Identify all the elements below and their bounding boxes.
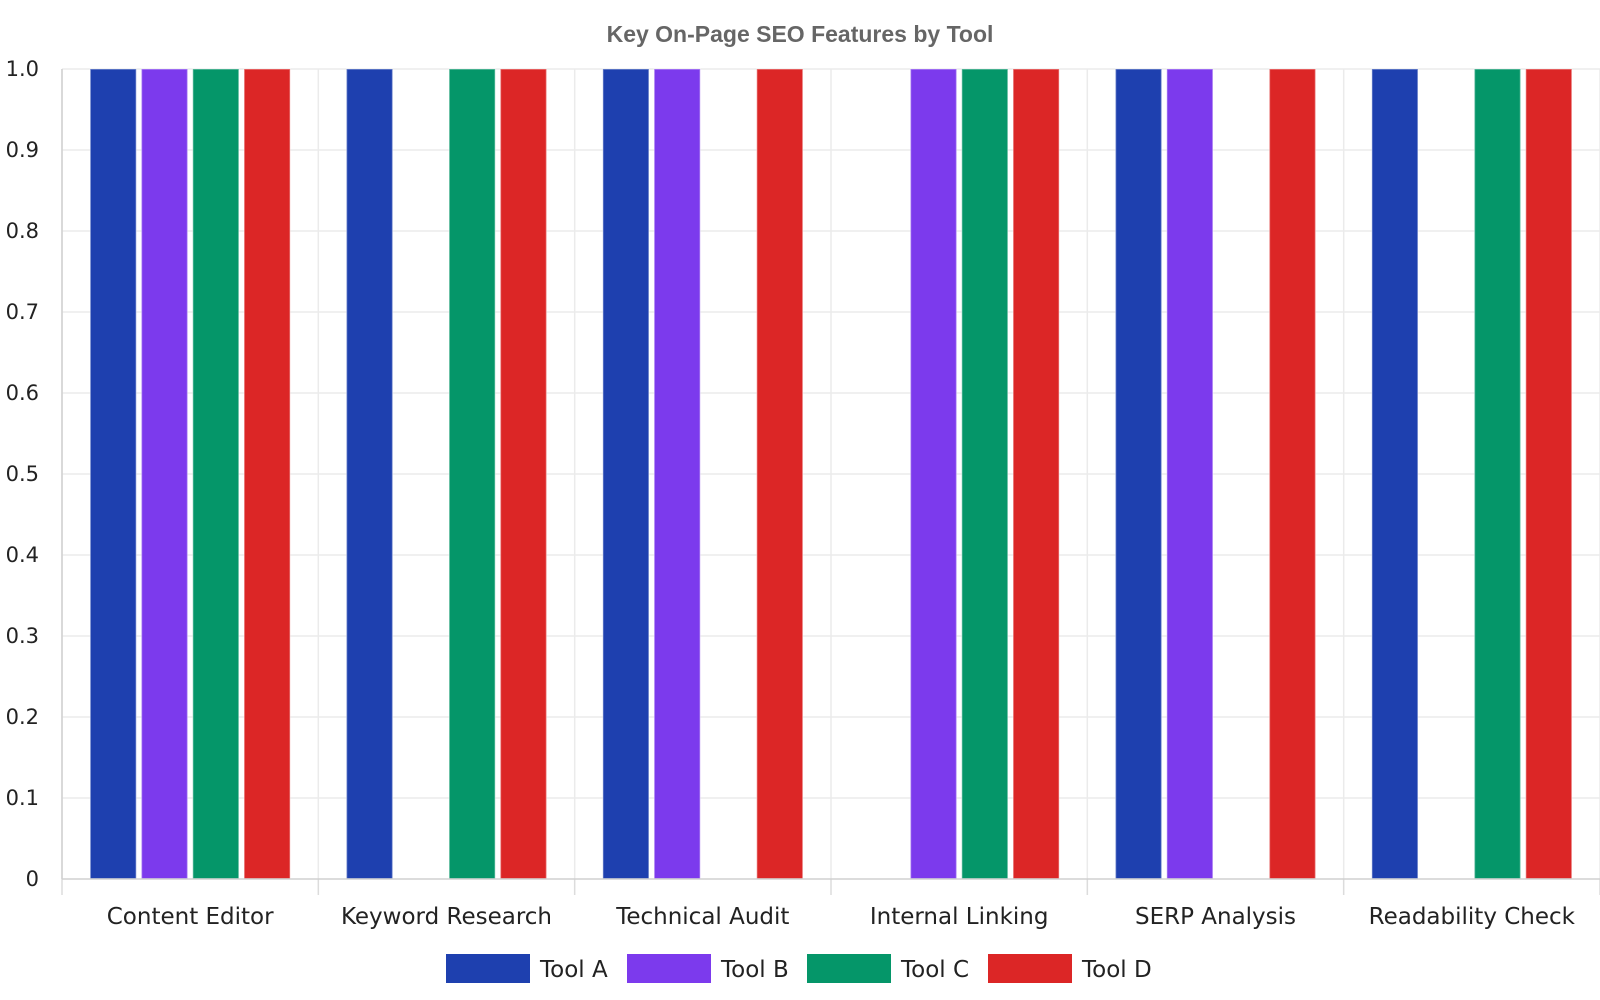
bar-tool-d	[499, 68, 548, 880]
y-tick-label: 0.1	[6, 786, 39, 810]
x-tick-label: SERP Analysis	[1135, 904, 1296, 930]
legend-label: Tool C	[900, 957, 969, 983]
bar-tool-c	[961, 68, 1009, 880]
legend-label: Tool B	[720, 957, 789, 983]
bars	[89, 68, 1573, 880]
bar-tool-c	[448, 68, 496, 880]
bar-tool-b	[653, 68, 701, 880]
bar-tool-b	[1166, 68, 1214, 880]
legend: Tool A Tool B Tool C Tool D	[446, 954, 1152, 983]
bar-tool-a	[602, 68, 650, 880]
chart-title: Key On-Page SEO Features by Tool	[607, 21, 994, 47]
x-tick-label: Technical Audit	[615, 904, 789, 930]
x-tick-label: Content Editor	[107, 904, 274, 930]
bar-tool-d	[1268, 68, 1317, 880]
x-tick-label: Keyword Research	[341, 904, 552, 930]
bar-tool-c	[1473, 68, 1522, 880]
x-tick-label: Readability Check	[1369, 904, 1576, 930]
axes: 0 0.1 0.2 0.3 0.4 0.5 0.6 0.7 0.8 0.9 1.0 Content E…	[6, 57, 1600, 930]
bar-tool-b	[909, 68, 958, 880]
bar-tool-c	[192, 68, 240, 880]
legend-swatch	[627, 954, 711, 983]
bar-tool-d	[1012, 68, 1060, 880]
y-tick-label: 0.2	[6, 705, 39, 729]
legend-label: Tool D	[1081, 957, 1152, 983]
legend-swatch	[807, 954, 891, 983]
y-tick-label: 0.5	[6, 462, 39, 486]
grid	[61, 68, 1600, 879]
y-tick-label: 0	[26, 867, 39, 891]
bar-tool-d	[1525, 68, 1573, 880]
legend-swatch	[988, 954, 1072, 983]
legend-label: Tool A	[539, 957, 608, 983]
y-tick-label: 1.0	[6, 57, 39, 81]
bar-tool-d	[243, 68, 291, 880]
bar-tool-b	[140, 68, 189, 880]
bar-tool-a	[89, 68, 137, 880]
y-tick-label: 0.9	[6, 138, 39, 162]
y-tick-label: 0.6	[6, 381, 39, 405]
y-tick-label: 0.7	[6, 300, 39, 324]
y-tick-label: 0.3	[6, 624, 39, 648]
bar-tool-a	[345, 68, 394, 880]
x-tick-label: Internal Linking	[870, 904, 1049, 930]
bar-tool-d	[756, 68, 804, 880]
bar-tool-a	[1371, 68, 1419, 880]
y-tick-label: 0.8	[6, 219, 39, 243]
bar-tool-a	[1114, 68, 1163, 880]
legend-swatch	[446, 954, 530, 983]
y-tick-label: 0.4	[6, 543, 39, 567]
